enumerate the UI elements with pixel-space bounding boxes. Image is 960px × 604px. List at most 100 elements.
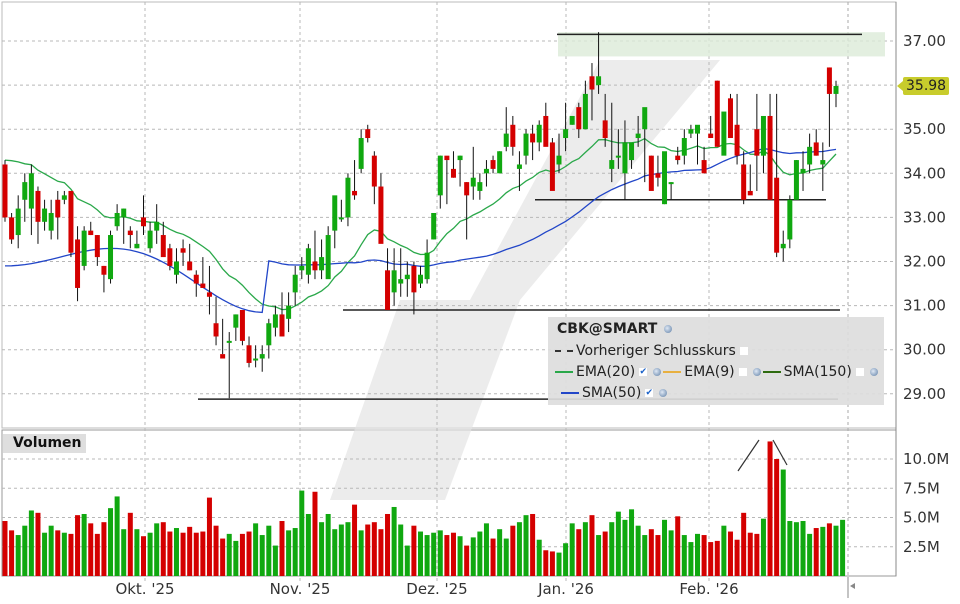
candle[interactable] <box>793 160 799 200</box>
volume-bar[interactable] <box>431 532 437 576</box>
volume-bar[interactable] <box>15 535 21 576</box>
volume-bar[interactable] <box>754 533 760 576</box>
prev-close-checkbox[interactable] <box>739 347 748 355</box>
ema9-settings-icon[interactable] <box>752 368 761 376</box>
volume-bar[interactable] <box>411 525 417 576</box>
volume-bar[interactable] <box>826 523 832 576</box>
volume-bar[interactable] <box>543 550 549 576</box>
volume-bar[interactable] <box>418 531 423 576</box>
candle[interactable] <box>160 235 166 258</box>
candle[interactable] <box>523 133 529 156</box>
candle[interactable] <box>9 217 15 240</box>
volume-bar[interactable] <box>635 525 641 576</box>
volume-bar[interactable] <box>292 528 298 576</box>
volume-bar[interactable] <box>807 533 813 576</box>
volume-bar[interactable] <box>444 535 450 576</box>
ema20-checkbox[interactable]: ✔ <box>639 367 648 377</box>
volume-bar[interactable] <box>813 528 819 576</box>
volume-bar[interactable] <box>259 535 265 576</box>
volume-bar[interactable] <box>319 522 325 576</box>
candle[interactable] <box>352 190 358 196</box>
candle[interactable] <box>312 261 318 271</box>
volume-bar[interactable] <box>464 545 470 576</box>
candle[interactable] <box>35 190 41 222</box>
candle[interactable] <box>68 190 74 253</box>
candle[interactable] <box>391 270 397 293</box>
candle[interactable] <box>536 124 542 143</box>
candle[interactable] <box>648 155 654 191</box>
candle[interactable] <box>239 310 245 341</box>
ema20-settings-icon[interactable] <box>653 368 662 376</box>
sma150-checkbox[interactable] <box>855 368 864 376</box>
candle[interactable] <box>582 93 588 130</box>
candle[interactable] <box>833 85 839 94</box>
candle[interactable] <box>28 173 34 209</box>
volume-bar[interactable] <box>213 525 219 576</box>
volume-bar[interactable] <box>239 533 245 576</box>
candle[interactable] <box>345 177 351 218</box>
volume-bar[interactable] <box>477 531 483 576</box>
volume-bar[interactable] <box>741 512 747 576</box>
volume-bar[interactable] <box>55 530 61 576</box>
volume-bar[interactable] <box>2 521 8 576</box>
volume-bar[interactable] <box>602 531 608 576</box>
volume-bar[interactable] <box>22 525 28 576</box>
candle[interactable] <box>319 257 325 271</box>
candle[interactable] <box>820 160 826 165</box>
candle[interactable] <box>358 138 364 169</box>
candle[interactable] <box>398 279 404 284</box>
candle[interactable] <box>747 190 753 196</box>
volume-bar[interactable] <box>820 526 826 576</box>
sma150-settings-icon[interactable] <box>869 368 878 376</box>
volume-bar[interactable] <box>424 535 430 576</box>
candle[interactable] <box>721 111 727 156</box>
candle[interactable] <box>556 155 562 165</box>
candle[interactable] <box>411 265 417 293</box>
candle[interactable] <box>220 354 226 359</box>
volume-bar[interactable] <box>338 524 344 576</box>
volume-bar[interactable] <box>114 496 120 576</box>
resistance-zone[interactable] <box>558 32 885 57</box>
volume-bar[interactable] <box>582 522 588 576</box>
candle[interactable] <box>94 235 100 258</box>
volume-bar[interactable] <box>365 524 371 576</box>
candle[interactable] <box>193 274 199 284</box>
volume-bar[interactable] <box>576 529 582 576</box>
volume-bar[interactable] <box>48 525 54 576</box>
volume-bar[interactable] <box>727 531 733 576</box>
volume-bar[interactable] <box>160 522 166 576</box>
volume-bar[interactable] <box>220 538 226 576</box>
volume-bar[interactable] <box>516 522 522 576</box>
candle[interactable] <box>365 129 371 139</box>
volume-bar[interactable] <box>793 522 799 576</box>
candle[interactable] <box>378 186 384 244</box>
candle[interactable] <box>259 354 265 359</box>
volume-bar[interactable] <box>800 521 806 576</box>
candle[interactable] <box>760 115 766 156</box>
candle[interactable] <box>701 160 707 174</box>
volume-bar[interactable] <box>94 533 100 576</box>
candle[interactable] <box>497 151 503 174</box>
candle[interactable] <box>483 168 489 174</box>
candle[interactable] <box>371 155 377 187</box>
candle[interactable] <box>114 212 120 227</box>
volume-bar[interactable] <box>503 538 509 576</box>
candle[interactable] <box>101 265 107 275</box>
volume-bar[interactable] <box>668 530 674 576</box>
volume-bar[interactable] <box>490 538 496 576</box>
volume-bar[interactable] <box>648 529 654 576</box>
candle[interactable] <box>510 124 516 147</box>
volume-bar[interactable] <box>134 529 140 576</box>
candle[interactable] <box>61 195 67 200</box>
candle[interactable] <box>741 164 747 200</box>
volume-bar[interactable] <box>187 526 193 576</box>
volume-bar[interactable] <box>35 512 41 576</box>
candle[interactable] <box>543 115 549 147</box>
volume-bar[interactable] <box>325 513 331 576</box>
candle[interactable] <box>450 168 456 178</box>
volume-bar[interactable] <box>734 539 740 576</box>
volume-bar[interactable] <box>622 519 628 576</box>
candle[interactable] <box>253 358 259 361</box>
volume-bar[interactable] <box>536 539 542 576</box>
volume-bar[interactable] <box>121 529 127 576</box>
